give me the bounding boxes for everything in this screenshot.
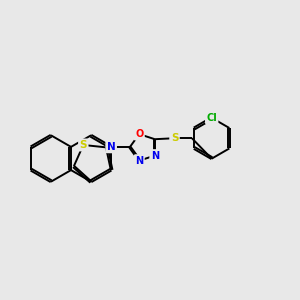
Text: Cl: Cl: [206, 113, 217, 123]
Text: O: O: [135, 129, 143, 139]
Text: S: S: [171, 133, 178, 143]
Text: N: N: [151, 151, 159, 160]
Text: N: N: [151, 151, 159, 160]
Text: N: N: [107, 142, 116, 152]
Text: N: N: [107, 142, 116, 152]
Text: N: N: [135, 156, 143, 166]
Text: S: S: [171, 133, 178, 143]
Text: N: N: [135, 156, 143, 166]
Text: Cl: Cl: [206, 113, 217, 123]
Text: S: S: [80, 140, 87, 150]
Text: S: S: [80, 140, 87, 150]
Text: O: O: [135, 129, 143, 139]
